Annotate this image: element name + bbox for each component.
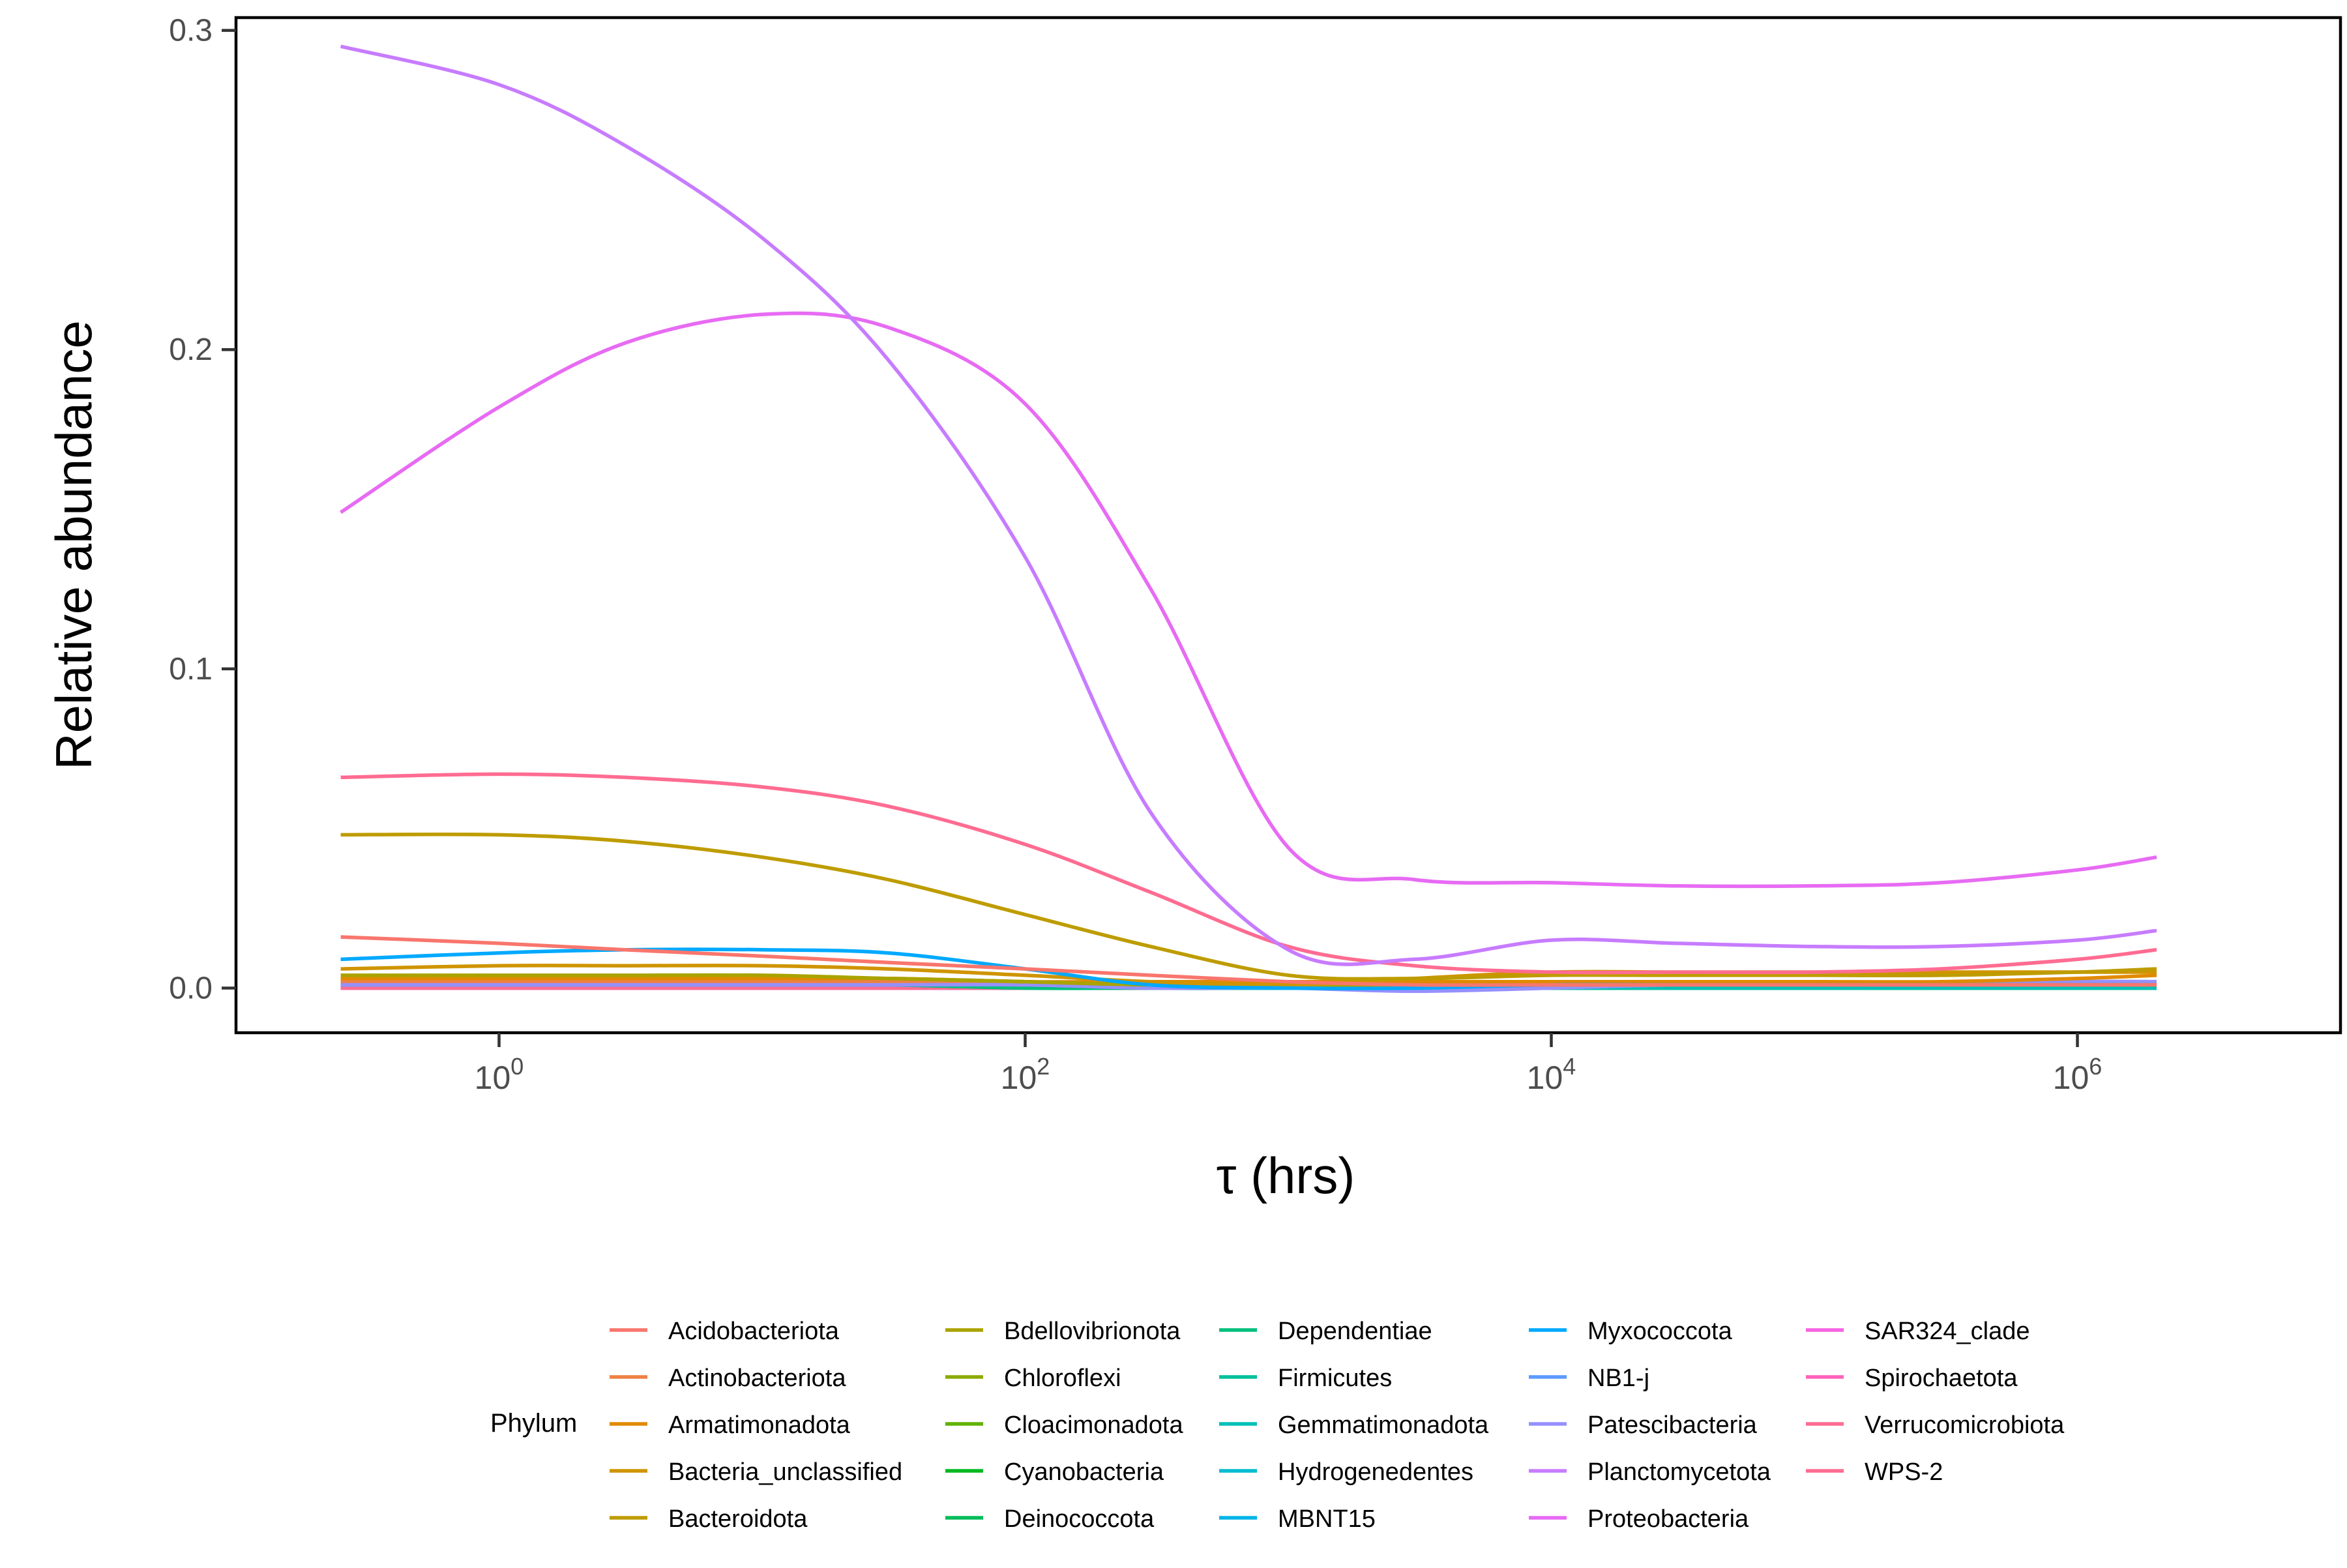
legend-label-wps-2: WPS-2: [1865, 1458, 1943, 1486]
y-tick-label: 0.2: [169, 333, 213, 367]
legend-label-deinococcota: Deinococcota: [1004, 1505, 1155, 1533]
axes: 0.0 0.1 0.2 0.3 100 102 104 106: [169, 14, 2102, 1096]
legend-label-actinobacteriota: Actinobacteriota: [668, 1365, 846, 1392]
legend-label-hydrogenedentes: Hydrogenedentes: [1278, 1458, 1473, 1486]
legend-label-bacteroidota: Bacteroidota: [668, 1505, 808, 1533]
legend-label-verrucomicrobiota: Verrucomicrobiota: [1865, 1412, 2065, 1439]
series-line-acidobacteriota: [340, 935, 2157, 987]
legend-title: Phylum: [490, 1409, 577, 1438]
legend-label-cyanobacteria: Cyanobacteria: [1004, 1458, 1164, 1486]
legend-label-sar324-clade: SAR324_clade: [1865, 1318, 2030, 1345]
legend-label-nb1-j: NB1-j: [1587, 1365, 1649, 1392]
x-tick-label: 106: [2053, 1053, 2103, 1096]
y-axis-label: Relative abundance: [45, 320, 102, 770]
series-lines: [340, 44, 2157, 994]
x-axis-label: τ (hrs): [1217, 1147, 1355, 1204]
y-tick-label: 0.3: [169, 14, 213, 48]
legend-label-patescibacteria: Patescibacteria: [1587, 1412, 1758, 1439]
series-line-proteobacteria: [340, 311, 2157, 889]
legend-label-proteobacteria: Proteobacteria: [1587, 1505, 1749, 1533]
series-line-planctomycetota: [340, 44, 2157, 966]
series-line-bacteroidota: [340, 832, 2157, 981]
x-tick-label: 102: [1001, 1053, 1050, 1096]
x-tick-label: 104: [1527, 1053, 1576, 1096]
y-tick-label: 0.0: [169, 971, 213, 1005]
legend-label-bdellovibrionota: Bdellovibrionota: [1004, 1318, 1181, 1345]
legend-label-firmicutes: Firmicutes: [1278, 1365, 1392, 1392]
legend-label-dependentiae: Dependentiae: [1278, 1318, 1432, 1345]
legend-label-planctomycetota: Planctomycetota: [1587, 1458, 1771, 1486]
legend-label-myxococcota: Myxococcota: [1587, 1318, 1733, 1345]
legend: Phylum Acidobacteriota Actinobacteriota Ar…: [490, 1318, 2065, 1533]
legend-label-armatimonadota: Armatimonadota: [668, 1412, 851, 1439]
plot-panel-border: [234, 16, 2342, 1035]
legend-label-acidobacteriota: Acidobacteriota: [668, 1318, 840, 1345]
legend-label-mbnt15: MBNT15: [1278, 1505, 1376, 1533]
legend-label-bacteria-unclassified: Bacteria_unclassified: [668, 1458, 902, 1486]
legend-label-cloacimonadota: Cloacimonadota: [1004, 1412, 1183, 1439]
legend-label-gemmatimonadota: Gemmatimonadota: [1278, 1412, 1489, 1439]
y-tick-label: 0.1: [169, 652, 213, 687]
legend-label-spirochaetota: Spirochaetota: [1865, 1365, 2018, 1392]
x-tick-label: 100: [475, 1053, 524, 1096]
legend-label-chloroflexi: Chloroflexi: [1004, 1365, 1121, 1392]
